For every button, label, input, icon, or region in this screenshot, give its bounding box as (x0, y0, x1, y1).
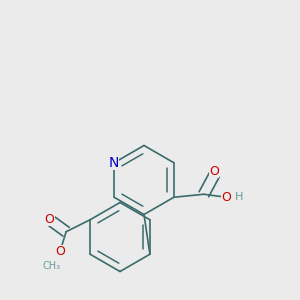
Text: H: H (235, 192, 243, 202)
Text: O: O (55, 245, 65, 258)
Text: O: O (209, 165, 219, 178)
Text: O: O (45, 213, 55, 226)
Text: O: O (221, 191, 231, 204)
Text: N: N (109, 156, 119, 170)
Text: CH₃: CH₃ (42, 261, 60, 271)
